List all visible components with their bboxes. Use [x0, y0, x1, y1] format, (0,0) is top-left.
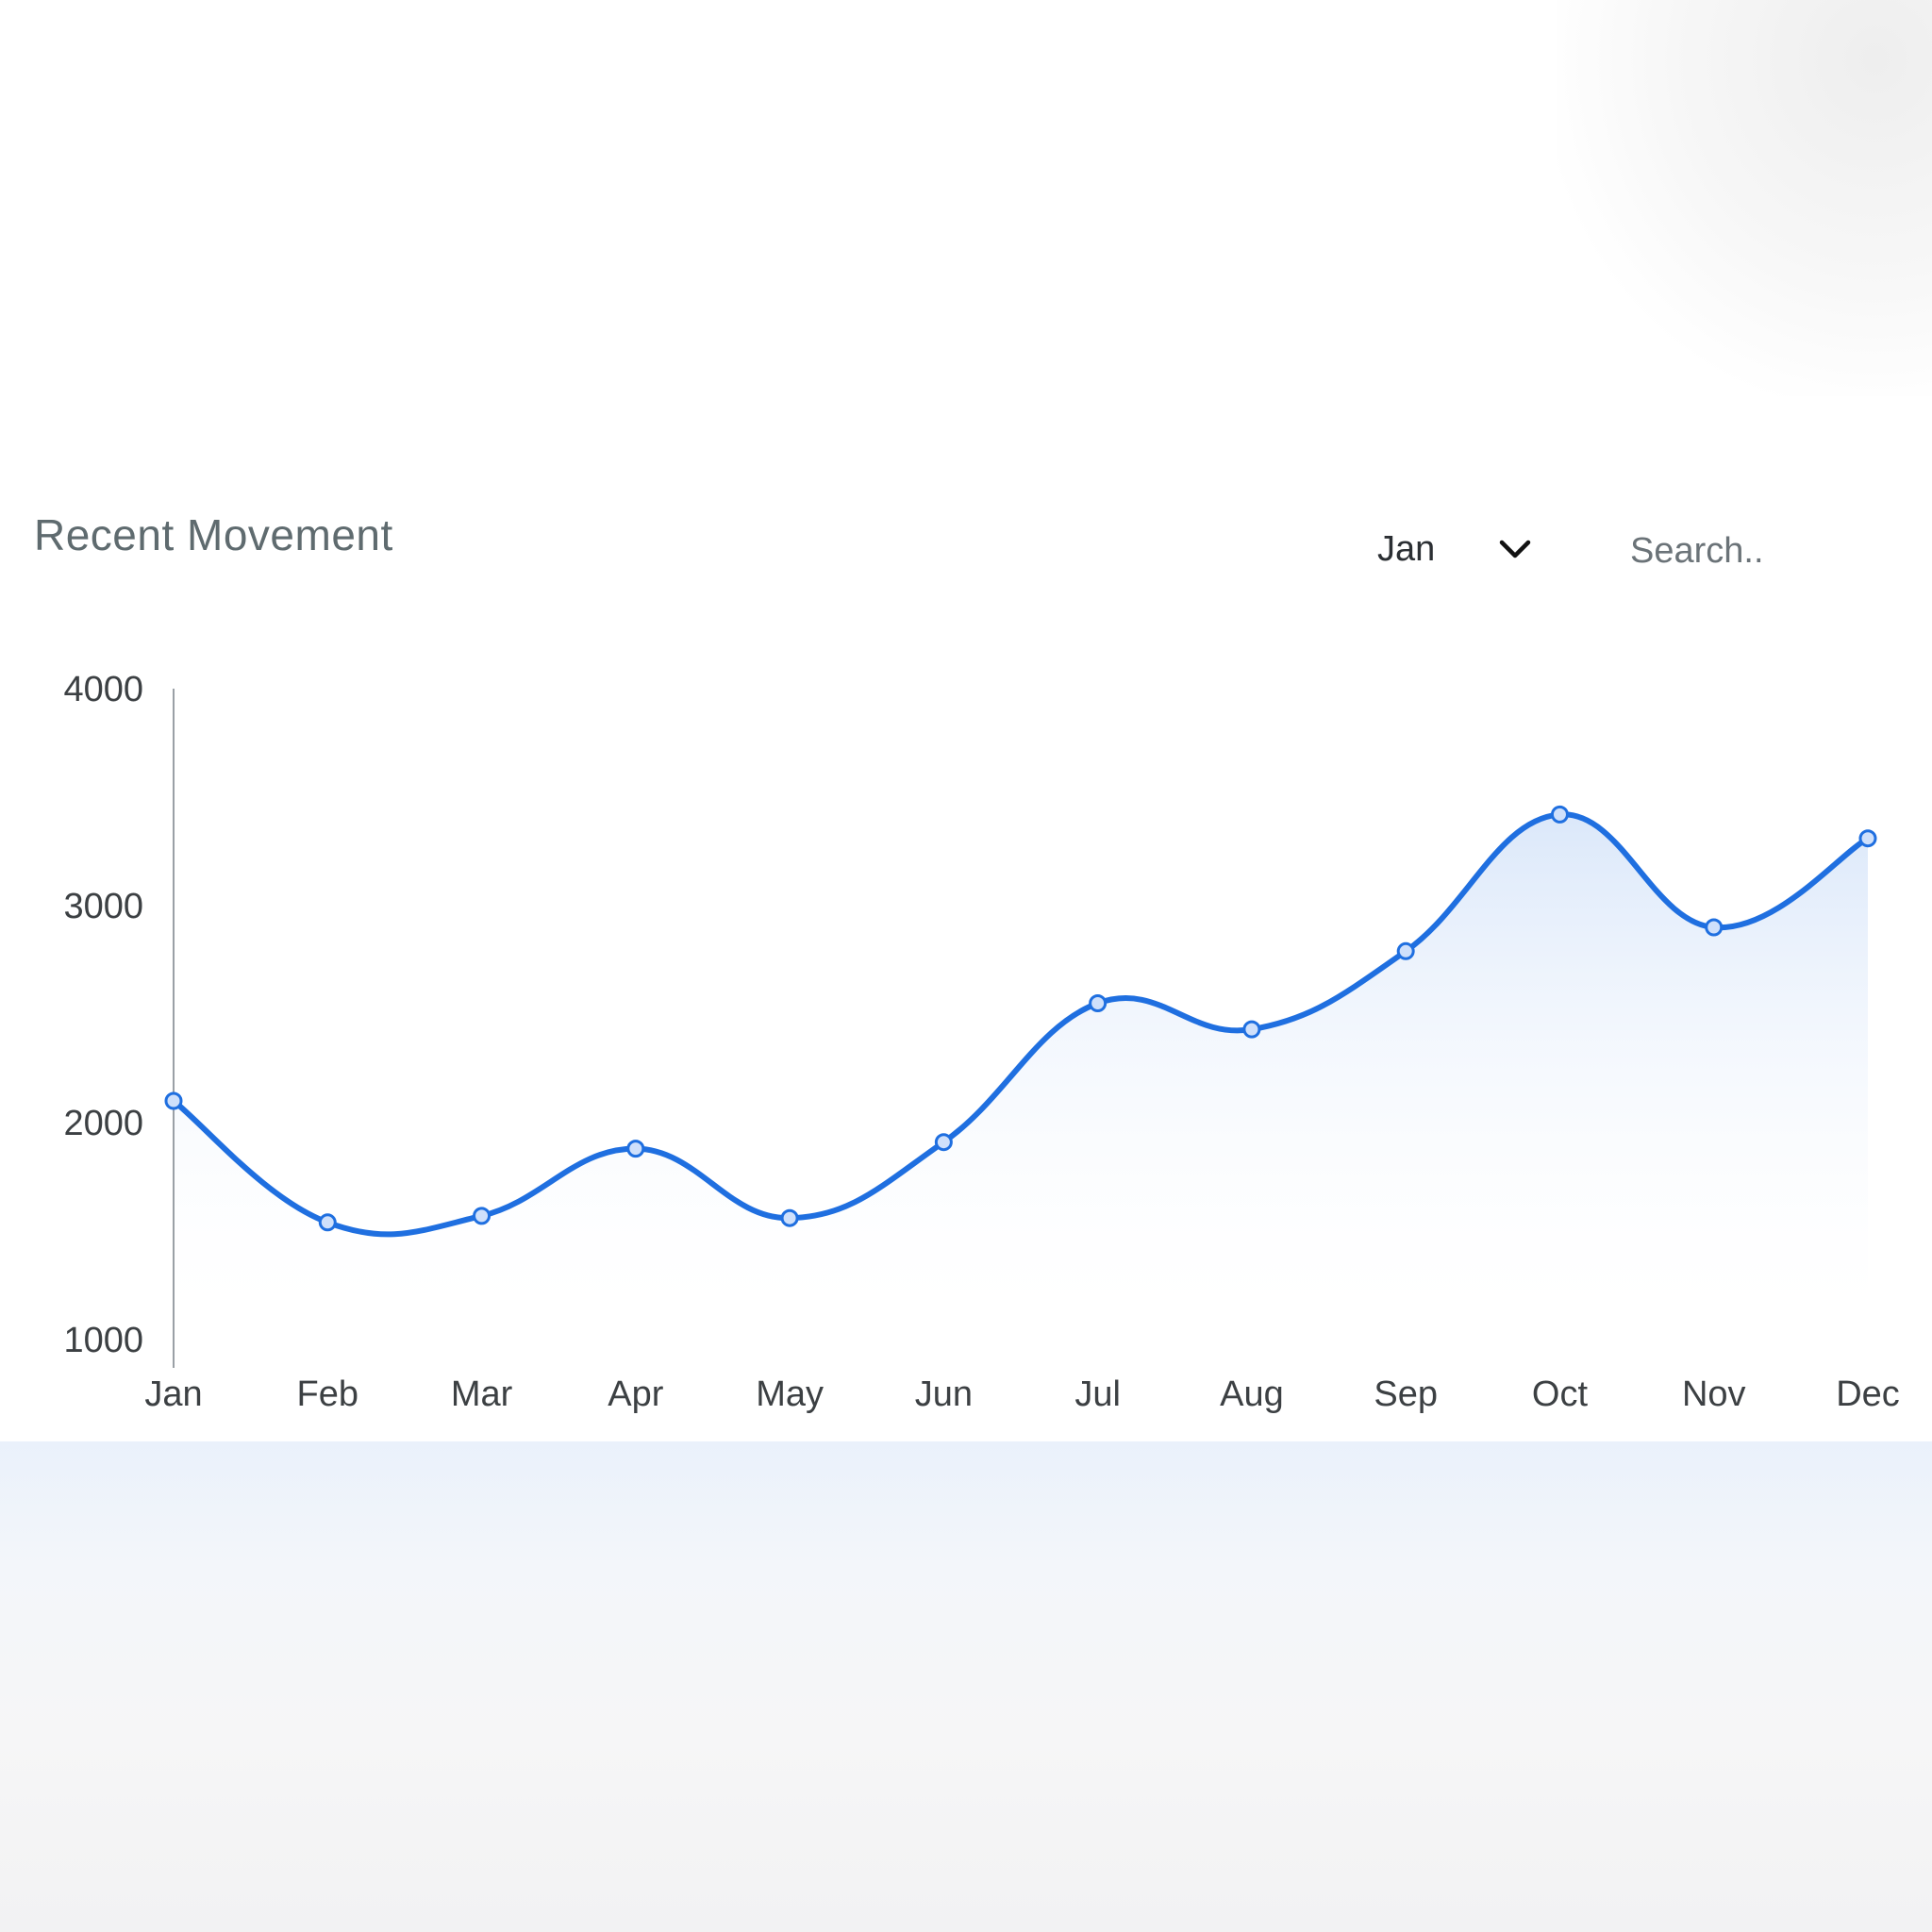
background-corner: [1557, 0, 1932, 396]
card-title: Recent Movement: [34, 510, 393, 559]
month-select-value: Jan: [1377, 528, 1436, 569]
month-select[interactable]: Jan: [1368, 521, 1547, 577]
search-input[interactable]: [1619, 523, 1924, 579]
background-lower: [0, 1441, 1932, 1932]
chart-card: [0, 472, 1932, 1441]
chevron-down-icon[interactable]: [1496, 530, 1534, 568]
